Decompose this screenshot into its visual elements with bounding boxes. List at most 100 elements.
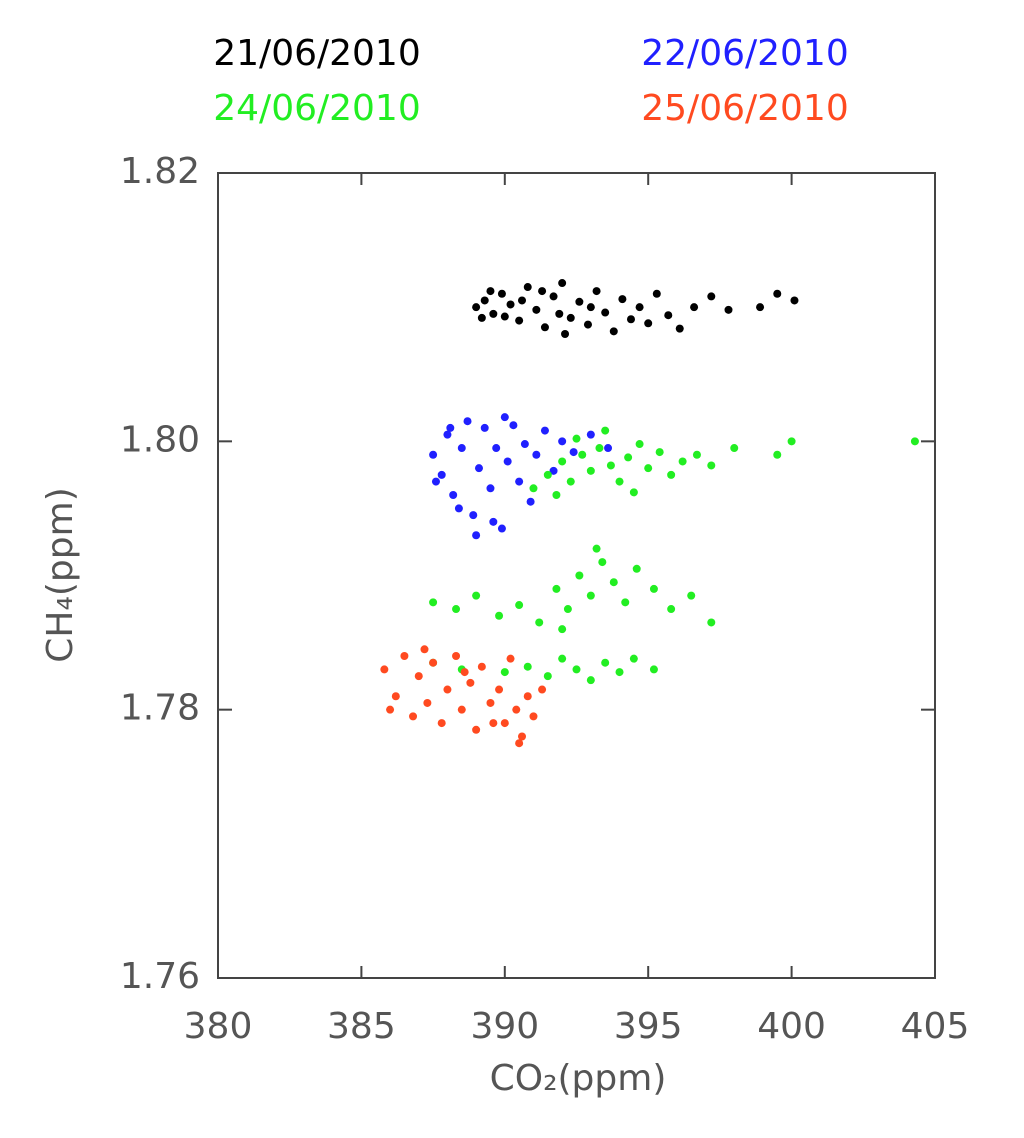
data-point xyxy=(500,719,509,728)
data-point xyxy=(486,287,495,296)
data-point xyxy=(520,440,529,449)
data-point xyxy=(601,308,610,317)
data-point xyxy=(495,611,504,620)
data-point xyxy=(690,303,699,312)
data-point xyxy=(692,450,701,459)
data-point xyxy=(569,448,578,457)
data-point xyxy=(592,287,601,296)
data-point xyxy=(586,430,595,439)
data-point xyxy=(506,300,515,309)
data-point xyxy=(489,719,498,728)
data-point xyxy=(549,292,558,301)
data-point xyxy=(558,457,567,466)
data-point xyxy=(583,320,592,329)
data-point xyxy=(540,426,549,435)
data-point xyxy=(675,324,684,333)
x-tick-label: 395 xyxy=(614,1006,683,1047)
data-point xyxy=(773,450,782,459)
data-point xyxy=(460,668,469,677)
data-point xyxy=(469,511,478,520)
data-point xyxy=(756,303,765,312)
data-point xyxy=(601,426,610,435)
data-point xyxy=(523,283,532,292)
data-point xyxy=(575,297,584,306)
data-point xyxy=(391,692,400,701)
data-point xyxy=(503,457,512,466)
data-point xyxy=(609,578,618,587)
legend-entry: 21/06/2010 xyxy=(213,33,421,74)
data-point xyxy=(635,440,644,449)
data-point xyxy=(429,598,438,607)
data-point xyxy=(497,289,506,298)
data-point xyxy=(667,470,676,479)
data-point xyxy=(649,584,658,593)
y-tick-label: 1.82 xyxy=(120,151,200,192)
data-point xyxy=(486,484,495,493)
data-point xyxy=(563,605,572,614)
data-point xyxy=(477,313,486,322)
data-point xyxy=(552,491,561,499)
data-point xyxy=(664,311,673,320)
data-point xyxy=(429,658,438,667)
data-point xyxy=(558,437,567,446)
data-point xyxy=(449,491,458,499)
data-point xyxy=(423,698,432,707)
data-point xyxy=(555,309,564,318)
data-point xyxy=(635,303,644,312)
data-point xyxy=(495,685,504,694)
y-tick-label: 1.78 xyxy=(120,688,200,729)
y-tick-label: 1.76 xyxy=(120,956,200,997)
data-point xyxy=(538,685,547,694)
data-point xyxy=(707,292,716,301)
data-point xyxy=(655,448,664,457)
data-point xyxy=(477,662,486,671)
data-point xyxy=(515,316,524,325)
data-point xyxy=(566,477,575,486)
data-point xyxy=(443,685,452,694)
plot-frame xyxy=(217,172,936,979)
data-point xyxy=(558,279,567,288)
data-point xyxy=(606,461,615,470)
data-point xyxy=(457,444,466,453)
data-point xyxy=(509,421,518,430)
data-point xyxy=(480,423,489,432)
y-tick-label: 1.80 xyxy=(120,419,200,460)
data-point xyxy=(558,654,567,663)
data-point xyxy=(552,584,561,593)
legend-entry: 22/06/2010 xyxy=(641,33,849,74)
data-point xyxy=(624,453,633,462)
data-point xyxy=(480,296,489,305)
data-point xyxy=(644,319,653,328)
data-point xyxy=(730,444,739,453)
x-tick-label: 385 xyxy=(327,1006,396,1047)
data-point xyxy=(595,444,604,453)
data-point xyxy=(523,692,532,701)
data-point xyxy=(523,662,532,671)
data-point xyxy=(621,598,630,607)
data-point xyxy=(629,488,638,497)
data-point xyxy=(500,312,509,321)
data-point xyxy=(472,303,481,312)
x-tick-label: 405 xyxy=(901,1006,970,1047)
data-point xyxy=(518,296,527,305)
data-point xyxy=(618,295,627,304)
data-point xyxy=(515,601,524,610)
data-point xyxy=(790,296,799,305)
data-point xyxy=(549,466,558,475)
data-point xyxy=(598,558,607,567)
data-point xyxy=(386,705,395,714)
data-point xyxy=(526,497,535,506)
data-point xyxy=(515,477,524,486)
data-point xyxy=(506,654,515,663)
data-point xyxy=(558,625,567,634)
data-point xyxy=(615,668,624,677)
data-point xyxy=(472,531,481,540)
data-point xyxy=(452,652,461,660)
x-axis-label: CO₂(ppm) xyxy=(490,1058,667,1099)
data-point xyxy=(400,652,409,660)
data-point xyxy=(409,712,418,721)
data-point xyxy=(463,417,472,426)
data-point xyxy=(538,287,547,296)
data-point xyxy=(532,305,541,314)
